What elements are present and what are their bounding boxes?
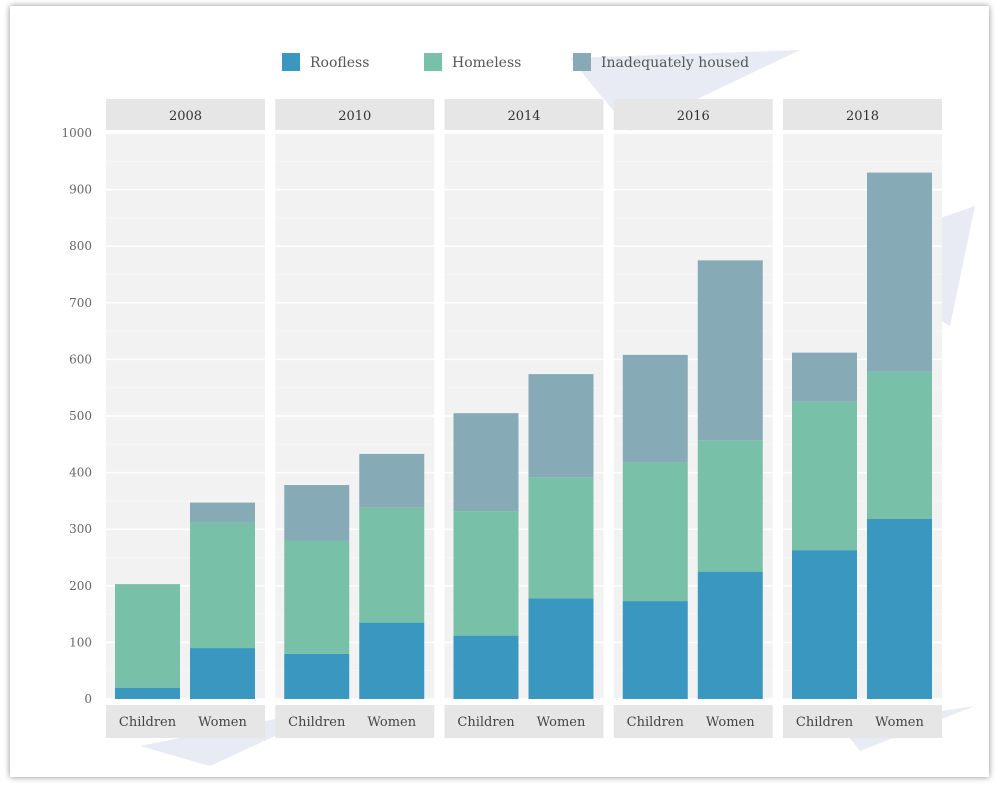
bar-homeless-2010-children: [284, 540, 350, 654]
facet-strip-2008: [106, 99, 265, 130]
x-tick-label-children: Children: [796, 715, 854, 730]
panel-2016: 2016 Children Women: [613, 99, 773, 738]
y-tick-label: 400: [69, 466, 92, 480]
y-tick-label: 900: [69, 183, 92, 197]
panel-2008: 2008 Children Women: [106, 99, 265, 738]
bar-inadequately-housed-2016-women: [697, 260, 763, 441]
bar-inadequately-housed-2010-children: [284, 485, 350, 541]
legend: Roofless Homeless Inadequately housed: [282, 53, 749, 71]
bar-homeless-2008-children: [115, 584, 180, 688]
y-axis: 0 100 200 300 400 500 600 700 800 900 1000: [61, 126, 92, 706]
legend-swatch-roofless: [282, 53, 300, 71]
bar-homeless-2008-women: [190, 522, 255, 649]
bar-homeless-2018-women: [867, 371, 932, 520]
legend-swatch-homeless: [424, 53, 442, 71]
y-tick-label: 300: [69, 522, 92, 536]
y-tick-label: 800: [69, 239, 92, 253]
panel-2018: 2018 Children Women: [783, 99, 942, 738]
facet-label-2008: 2008: [169, 109, 202, 124]
facet-strip-2014: [444, 99, 604, 130]
bar-homeless-2016-women: [697, 440, 763, 572]
y-tick-label: 1000: [61, 126, 92, 140]
bar-roofless-2008-women: [190, 648, 255, 699]
facet-strip-2010: [275, 99, 435, 130]
x-tick-label-children: Children: [457, 715, 515, 730]
y-tick-label: 500: [69, 409, 92, 423]
bar-homeless-2018-children: [792, 401, 857, 551]
bar-roofless-2014-women: [528, 598, 594, 699]
bar-inadequately-housed-2014-women: [528, 374, 594, 478]
bar-roofless-2008-children: [115, 687, 180, 699]
facet-strip-2016: [613, 99, 773, 130]
x-tick-label-children: Children: [119, 715, 177, 730]
x-tick-label-women: Women: [875, 715, 924, 730]
x-tick-label-women: Women: [198, 715, 247, 730]
legend-label-roofless: Roofless: [310, 55, 369, 71]
bar-inadequately-housed-2010-women: [359, 453, 425, 508]
y-tick-label: 700: [69, 296, 92, 310]
bar-roofless-2010-women: [359, 622, 425, 699]
panel-2010: 2010 Children Women: [275, 99, 435, 738]
bar-homeless-2016-children: [622, 462, 688, 602]
bar-inadequately-housed-2016-children: [622, 354, 688, 463]
legend-swatch-inadequately-housed: [573, 53, 591, 71]
facet-panels: 2008 Children Women 2010 Children Women 2014 Ch…: [106, 99, 942, 738]
bar-roofless-2018-women: [867, 519, 932, 699]
category-strip-2010: [275, 705, 435, 738]
category-strip-2008: [106, 705, 265, 738]
y-tick-label: 0: [84, 692, 92, 706]
category-strip-2016: [613, 705, 773, 738]
facet-strip-2018: [783, 99, 942, 130]
bar-roofless-2016-women: [697, 571, 763, 699]
bar-homeless-2014-children: [453, 511, 519, 636]
bar-inadequately-housed-2018-children: [792, 352, 857, 402]
y-tick-label: 100: [69, 635, 92, 649]
y-tick-label: 200: [69, 579, 92, 593]
bar-inadequately-housed-2018-women: [867, 172, 932, 372]
x-tick-label-children: Children: [627, 715, 685, 730]
stacked-bar-chart: Roofless Homeless Inadequately housed 0 100…: [61, 50, 975, 766]
category-strip-2018: [783, 705, 942, 738]
facet-label-2018: 2018: [846, 109, 879, 124]
bar-homeless-2010-women: [359, 507, 425, 623]
category-strip-2014: [444, 705, 604, 738]
x-tick-label-women: Women: [537, 715, 586, 730]
facet-label-2014: 2014: [507, 109, 540, 124]
bar-roofless-2016-children: [622, 601, 688, 699]
chart-frame: Roofless Homeless Inadequately housed 0 100…: [10, 6, 989, 777]
x-tick-label-women: Women: [367, 715, 416, 730]
panel-2014: 2014 Children Women: [444, 99, 604, 738]
x-tick-label-women: Women: [706, 715, 755, 730]
bar-inadequately-housed-2008-women: [190, 502, 255, 523]
bar-roofless-2018-children: [792, 550, 857, 699]
bar-roofless-2014-children: [453, 635, 519, 699]
x-tick-label-children: Children: [288, 715, 346, 730]
bar-roofless-2010-children: [284, 653, 350, 699]
legend-label-inadequately-housed: Inadequately housed: [601, 55, 749, 71]
bar-homeless-2014-women: [528, 477, 594, 599]
bar-inadequately-housed-2014-children: [453, 413, 519, 512]
legend-label-homeless: Homeless: [452, 55, 521, 71]
facet-label-2010: 2010: [338, 109, 371, 124]
y-tick-label: 600: [69, 352, 92, 366]
facet-label-2016: 2016: [677, 109, 710, 124]
